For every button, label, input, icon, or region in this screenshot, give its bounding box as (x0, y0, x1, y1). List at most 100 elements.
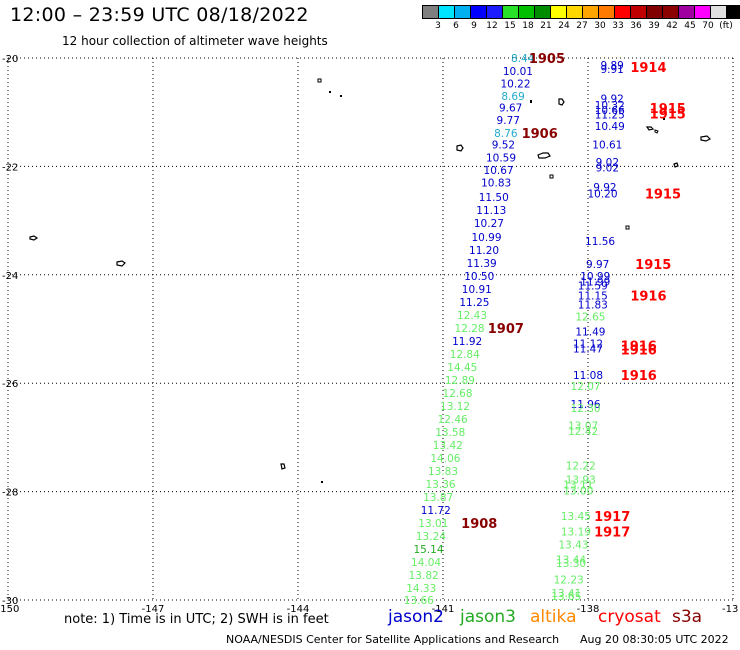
color-scale-label: 15 (504, 21, 516, 31)
wave-height-value: 10.32 (595, 100, 625, 112)
map-title: 12:00 – 23:59 UTC 08/18/2022 (10, 4, 309, 26)
wave-height-value: 9.67 (499, 102, 522, 114)
wave-height-value: 11.96 (571, 399, 601, 411)
color-scale-label: 21 (540, 21, 552, 31)
wave-height-value: 9.02 (596, 157, 619, 169)
wave-height-value: 10.67 (484, 165, 514, 177)
color-scale-label: (ft) (719, 21, 733, 31)
wave-height-value: 13.01 (418, 518, 448, 530)
wave-height-value: 13.82 (409, 570, 439, 582)
color-scale-label: 27 (576, 21, 588, 31)
color-scale-label: 39 (648, 21, 660, 31)
island-shape (29, 235, 39, 241)
wave-height-value: 13.66 (404, 595, 434, 607)
wave-height-value: 10.99 (580, 271, 610, 283)
wave-height-value: 13.58 (435, 427, 465, 439)
color-scale-label: 70 (702, 21, 714, 31)
wave-height-value: 9.77 (497, 115, 520, 127)
wave-height-value: 10.66 (595, 105, 625, 117)
wave-height-value: 12.68 (442, 388, 472, 400)
wave-height-value: 13.93 (566, 475, 596, 487)
wave-height-value: 9.52 (492, 140, 515, 152)
generated-timestamp: Aug 20 08:30:05 UTC 2022 (580, 633, 729, 646)
wave-height-value: 13.42 (433, 440, 463, 452)
wave-height-value: 11.47 (573, 344, 603, 356)
longitude-tick-label: -150 (0, 604, 19, 615)
wave-height-value: 12.65 (575, 312, 605, 324)
island-shape (654, 129, 659, 134)
wave-height-value: 11.92 (452, 336, 482, 348)
wave-height-value: 12.07 (571, 381, 601, 393)
wave-height-labels: 8.4410.0110.228.699.679.778.769.5210.591… (404, 53, 625, 607)
pass-time-label: 1915 (650, 102, 686, 117)
map-subtitle: 12 hour collection of altimeter wave hei… (62, 34, 328, 48)
color-scale-label: 18 (522, 21, 534, 31)
color-swatch (694, 5, 710, 19)
latitude-tick-label: -28 (2, 488, 18, 499)
pass-time-label: 1915 (650, 107, 686, 122)
wave-height-value: 11.83 (578, 300, 608, 312)
latitude-tick-label: -20 (2, 54, 18, 65)
pass-time-label: 1915 (635, 258, 671, 273)
wave-height-value: 11.15 (578, 290, 608, 302)
wave-height-value: 9.92 (600, 94, 623, 106)
legend-jason2: jason2 (388, 607, 444, 627)
color-swatch (438, 5, 454, 19)
longitude-tick-label: -144 (287, 604, 310, 615)
wave-height-value: 9.02 (596, 162, 619, 174)
pass-time-label: 1917 (594, 510, 630, 525)
pass-time-label: 1916 (621, 344, 657, 359)
wave-height-value: 11.56 (585, 236, 615, 248)
wave-height-value: 13.65 (551, 591, 581, 603)
pass-time-label: 1906 (522, 127, 558, 142)
island-shape (280, 463, 286, 470)
wave-height-value: 8.44 (511, 53, 535, 65)
latitude-tick-label: -30 (2, 596, 18, 607)
pass-time-label: 1907 (488, 322, 524, 337)
latitude-tick-label: -24 (2, 271, 18, 282)
color-swatch (646, 5, 662, 19)
color-swatch (678, 5, 694, 19)
color-scale-labels: 3 6 9 12 15 18 21 24 27 30 33 36 39 42 45 70 (ft) (422, 21, 740, 33)
color-scale-label: 6 (453, 21, 459, 31)
wave-height-value: 12.89 (445, 375, 475, 387)
legend-altika: altika (530, 607, 577, 627)
wave-height-value: 10.27 (474, 218, 504, 230)
wave-height-value: 13.07 (568, 420, 598, 432)
wave-height-value: 12.43 (457, 310, 487, 322)
credit-line: NOAA/NESDIS Center for Satellite Applica… (226, 633, 560, 646)
color-swatch (662, 5, 678, 19)
wave-height-value: 13.19 (561, 527, 591, 539)
wave-height-value: 8.69 (501, 91, 524, 103)
map-grid (7, 57, 734, 601)
pass-time-label: 1908 (461, 517, 497, 532)
color-swatch (582, 5, 598, 19)
island-shape (625, 225, 630, 230)
color-scale-label: 36 (630, 21, 642, 31)
color-scale-label: 42 (666, 21, 678, 31)
latitude-tick-label: -26 (2, 379, 18, 390)
wave-height-value: 10.91 (462, 284, 492, 296)
color-swatch (550, 5, 566, 19)
legend-jason3: jason3 (460, 607, 516, 627)
wave-height-value: 15.14 (413, 544, 443, 556)
wave-height-value: 9.89 (600, 60, 623, 72)
wave-height-value: 12.22 (566, 461, 596, 473)
wave-height-value: 11.25 (459, 297, 489, 309)
wave-height-value: 14.06 (430, 453, 460, 465)
color-scale-bar (422, 5, 740, 19)
wave-height-value: 11.25 (595, 109, 625, 121)
color-swatch (598, 5, 614, 19)
pass-time-label: 1917 (594, 526, 630, 541)
longitude-tick-label: -147 (142, 604, 165, 615)
color-scale-label: 9 (471, 21, 477, 31)
color-swatch (502, 5, 518, 19)
island-shape (116, 260, 126, 267)
color-swatch (630, 5, 646, 19)
wave-height-value: 10.01 (503, 66, 533, 78)
wave-height-value: 11.20 (469, 245, 499, 257)
wave-height-value: 12.46 (438, 414, 468, 426)
wave-height-value: 11.13 (476, 205, 506, 217)
color-swatch (422, 5, 438, 19)
